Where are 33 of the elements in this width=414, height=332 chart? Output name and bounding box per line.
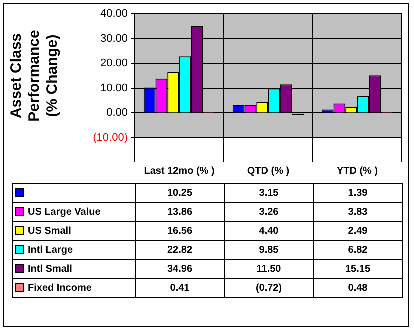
x-tick-label: YTD (% ) bbox=[336, 166, 378, 177]
data-label: 2.49 bbox=[314, 222, 402, 240]
data-label: 4.40 bbox=[224, 222, 314, 240]
data-label: 34.96 bbox=[136, 260, 224, 278]
data-label: 9.85 bbox=[224, 240, 314, 260]
data-label: 13.86 bbox=[136, 202, 224, 222]
x-tick-label: QTD (% ) bbox=[247, 166, 290, 177]
data-label: 15.15 bbox=[314, 260, 402, 278]
y-tick-label: (10.00) bbox=[93, 132, 128, 144]
data-label: 1.39 bbox=[314, 184, 402, 202]
data-label: 3.15 bbox=[224, 184, 314, 202]
legend-label: Fixed Income bbox=[12, 278, 136, 298]
data-label: 6.82 bbox=[314, 240, 402, 260]
legend-label: Intl Large bbox=[12, 240, 136, 260]
data-label: 16.56 bbox=[136, 222, 224, 240]
data-label: (0.72) bbox=[224, 278, 314, 298]
y-tick-label: 30.00 bbox=[100, 32, 128, 45]
data-label: 11.50 bbox=[224, 260, 314, 278]
data-label: 3.26 bbox=[224, 202, 314, 222]
legend-label: US Small bbox=[12, 222, 136, 240]
data-label: 22.82 bbox=[136, 240, 224, 260]
y-tick-label: 0.00 bbox=[106, 107, 128, 120]
y-tick-label: 20.00 bbox=[100, 58, 128, 70]
y-tick-label: 10.00 bbox=[100, 82, 128, 94]
x-tick-label: Last 12mo (% ) bbox=[144, 166, 215, 177]
legend-label: US Large Value bbox=[12, 202, 136, 222]
data-label: 10.25 bbox=[136, 184, 224, 202]
data-label: 3.83 bbox=[314, 202, 402, 222]
data-label: 0.48 bbox=[314, 278, 402, 298]
y-axis-title: Asset Class Performance (% Change) bbox=[8, 30, 62, 122]
legend-label: Intl Small bbox=[12, 260, 136, 278]
data-label: 0.41 bbox=[136, 278, 224, 298]
y-tick-label: 40.00 bbox=[100, 8, 128, 20]
